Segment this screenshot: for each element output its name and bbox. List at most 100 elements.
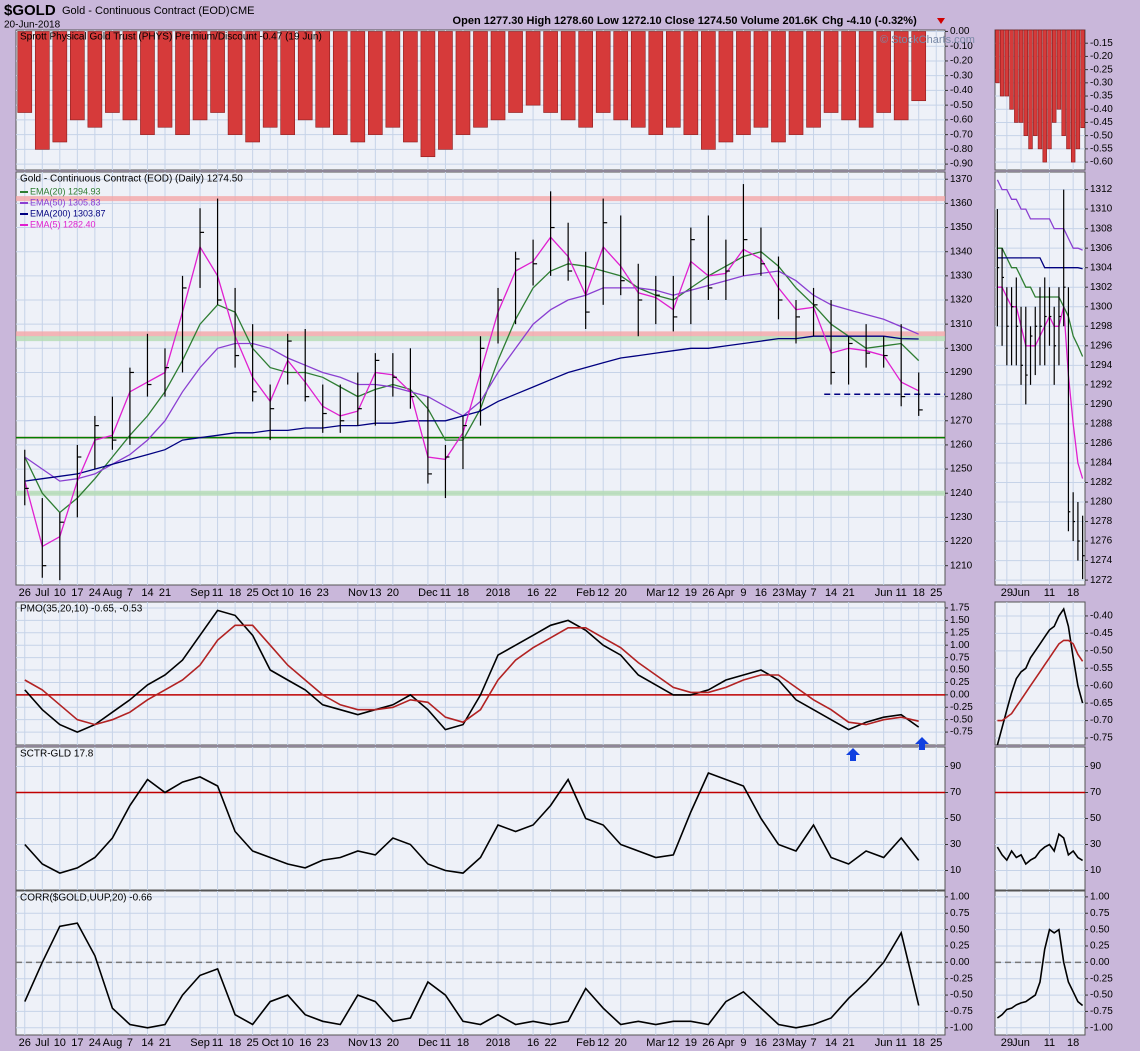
panel-title: SCTR-GLD 17.8 (20, 749, 94, 760)
y-tick-label: 1360 (950, 198, 973, 209)
bar (52, 31, 68, 143)
x-tick-label: 18 (457, 1037, 469, 1049)
x-tick-label: 18 (229, 587, 241, 599)
bar (560, 31, 576, 121)
y-tick-label: 1.00 (950, 892, 970, 903)
series-line (24, 335, 919, 482)
bar (736, 31, 751, 135)
bar (1042, 29, 1047, 163)
y-tick-label: 1300 (1090, 301, 1113, 312)
bar (1080, 29, 1085, 129)
bar (806, 31, 821, 128)
y-tick-label: 1.00 (1090, 892, 1110, 903)
bar (823, 31, 839, 113)
y-tick-label: -0.15 (1090, 38, 1113, 49)
bar (332, 31, 348, 135)
x-tick-label: May (786, 1037, 807, 1049)
y-tick-label: 1310 (1090, 204, 1113, 215)
bar (995, 29, 1000, 84)
x-tick-label: 18 (457, 587, 469, 599)
x-tick-label: 2018 (486, 1037, 510, 1049)
y-tick-label: 1270 (950, 415, 973, 426)
signal-arrow (915, 737, 929, 750)
bar (140, 31, 155, 135)
x-tick-label: 7 (810, 587, 816, 599)
bar (701, 31, 716, 150)
x-tick-label: Jun (875, 1037, 893, 1049)
x-tick-label: 21 (159, 587, 171, 599)
y-tick-label: 1.75 (950, 603, 970, 614)
y-tick-label: 1304 (1090, 262, 1113, 273)
x-tick-label: 29 (1001, 1037, 1013, 1049)
x-tick-label: 10 (54, 587, 66, 599)
y-tick-label: -0.50 (1090, 990, 1113, 1001)
y-tick-label: -0.50 (1090, 645, 1113, 656)
x-tick-label: Oct (262, 587, 279, 599)
y-tick-label: -0.70 (950, 129, 973, 140)
y-tick-label: -0.50 (950, 100, 973, 111)
y-tick-label: 1320 (950, 295, 973, 306)
y-tick-label: 1340 (950, 246, 973, 257)
y-tick-label: 1284 (1090, 458, 1113, 469)
legend-entry: EMA(20) 1294.93 (30, 186, 101, 196)
x-tick-label: 11 (440, 1037, 451, 1049)
x-tick-label: 19 (685, 587, 697, 599)
x-tick-label: 11 (1044, 587, 1055, 599)
y-tick-label: -0.45 (1090, 117, 1113, 128)
y-tick-label: 90 (950, 761, 962, 772)
y-tick-label: -0.60 (1090, 680, 1113, 691)
x-tick-label: 22 (544, 1037, 556, 1049)
y-tick-label: -0.55 (1090, 144, 1113, 155)
x-tick-label: Apr (717, 587, 734, 599)
bar (403, 31, 418, 143)
x-tick-label: 2018 (486, 587, 510, 599)
y-tick-label: -1.00 (1090, 1022, 1113, 1033)
bar (210, 31, 225, 113)
x-tick-label: 23 (772, 1037, 784, 1049)
y-tick-label: 1290 (950, 367, 973, 378)
legend-entry: EMA(200) 1303.87 (30, 208, 106, 218)
y-tick-label: -0.75 (1090, 1006, 1113, 1017)
y-tick-label: 0.75 (1090, 908, 1110, 919)
y-tick-label: 1280 (950, 391, 973, 402)
y-tick-label: -0.25 (1090, 973, 1113, 984)
x-tick-label: 16 (755, 587, 767, 599)
bar (648, 31, 664, 135)
y-tick-label: -0.25 (1090, 64, 1113, 75)
x-tick-label: Jul (35, 587, 49, 599)
y-tick-label: 0.00 (950, 689, 970, 700)
x-tick-label: 26 (19, 1037, 31, 1049)
symbol: $GOLD (4, 2, 56, 19)
bar (455, 31, 471, 135)
x-tick-label: 18 (1067, 587, 1079, 599)
series-line (24, 771, 920, 874)
y-tick-label: 1280 (1090, 497, 1113, 508)
y-tick-label: -0.65 (1090, 698, 1113, 709)
x-tick-label: 20 (387, 587, 399, 599)
series-line (24, 236, 919, 548)
x-tick-label: 9 (740, 587, 746, 599)
x-tick-label: May (786, 587, 807, 599)
y-tick-label: 1.00 (950, 640, 970, 651)
change-arrow (937, 18, 945, 24)
y-tick-label: 10 (950, 865, 962, 876)
y-tick-label: 1302 (1090, 282, 1113, 293)
bar (841, 31, 856, 121)
exchange: CME (230, 5, 254, 17)
y-tick-label: 1210 (950, 560, 973, 571)
bar (87, 31, 103, 128)
y-tick-label: 1274 (1090, 555, 1113, 566)
x-tick-label: 7 (810, 1037, 816, 1049)
y-tick-label: 1276 (1090, 536, 1113, 547)
x-tick-label: 12 (667, 587, 679, 599)
y-tick-label: 1296 (1090, 340, 1113, 351)
x-tick-label: Mar (646, 1037, 665, 1049)
x-tick-label: 26 (19, 587, 31, 599)
bar (1018, 29, 1024, 123)
x-tick-label: 21 (842, 587, 854, 599)
bar (665, 31, 681, 128)
x-tick-label: 18 (913, 1037, 925, 1049)
bar (262, 31, 278, 128)
y-tick-label: 0.25 (950, 941, 970, 952)
series-line (996, 179, 1083, 251)
